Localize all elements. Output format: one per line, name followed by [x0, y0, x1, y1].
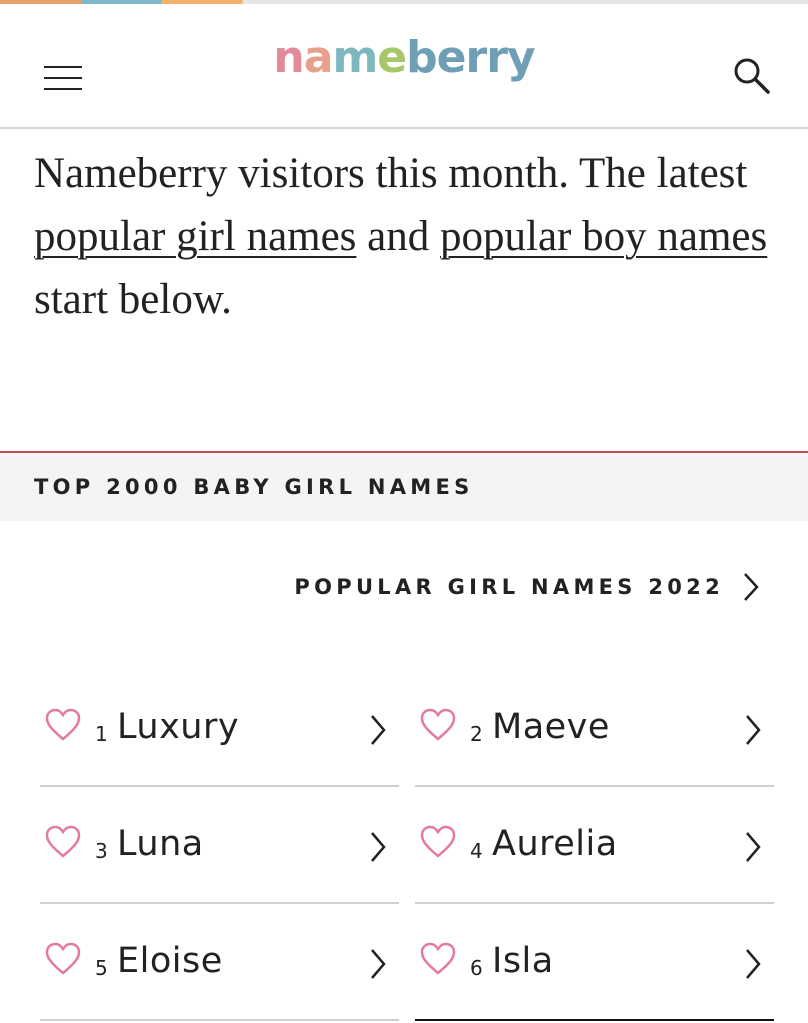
- favorite-button[interactable]: [45, 825, 81, 859]
- menu-button[interactable]: [44, 66, 82, 90]
- name-item[interactable]: 6 Isla: [415, 904, 774, 1021]
- top-strip: [0, 0, 808, 4]
- intro-text-part: start below.: [34, 276, 232, 323]
- logo-text: nameberry: [273, 32, 535, 83]
- name: Eloise: [117, 941, 223, 981]
- chevron: [371, 949, 386, 979]
- search-button[interactable]: [732, 56, 772, 96]
- favorite-button[interactable]: [420, 942, 456, 976]
- favorite-button[interactable]: [420, 825, 456, 859]
- name-item[interactable]: 3 Luna: [40, 787, 399, 904]
- intro-text: Nameberry visitors this month. The lates…: [34, 142, 774, 331]
- chevron: [371, 715, 386, 745]
- name: Luxury: [117, 707, 240, 747]
- chevron: [746, 832, 761, 862]
- girl-names-link[interactable]: popular girl names: [34, 213, 357, 260]
- chevron: [746, 715, 761, 745]
- header: nameberry: [0, 4, 808, 129]
- section-title: TOP 2000 BABY GIRL NAMES: [34, 475, 474, 499]
- names-grid: 1 Luxury 2 Maeve 3 Luna 4 Aurelia 5 Eloise 6 Isla: [40, 670, 774, 1021]
- name-item[interactable]: 5 Eloise: [40, 904, 399, 1021]
- favorite-button[interactable]: [420, 708, 456, 742]
- rank: 2: [470, 722, 483, 746]
- rank: 6: [470, 956, 483, 980]
- chevron: [744, 573, 759, 601]
- rank: 1: [95, 722, 108, 746]
- chevron: [746, 949, 761, 979]
- intro-text-part: Nameberry visitors this month. The lates…: [34, 150, 748, 197]
- more-link[interactable]: POPULAR GIRL NAMES 2022: [294, 572, 760, 602]
- name: Aurelia: [492, 824, 618, 864]
- favorite-button[interactable]: [45, 708, 81, 742]
- logo[interactable]: nameberry: [0, 32, 808, 83]
- intro-text-part: and: [356, 213, 441, 260]
- rank: 5: [95, 956, 108, 980]
- rank: 4: [470, 839, 483, 863]
- name-item[interactable]: 1 Luxury: [40, 670, 399, 787]
- name: Luna: [117, 824, 204, 864]
- more-link-text: POPULAR GIRL NAMES 2022: [294, 575, 724, 599]
- name: Isla: [492, 941, 554, 981]
- name: Maeve: [492, 707, 610, 747]
- boy-names-link[interactable]: popular boy names: [440, 213, 768, 260]
- section-header: TOP 2000 BABY GIRL NAMES: [0, 451, 808, 521]
- chevron: [371, 832, 386, 862]
- favorite-button[interactable]: [45, 942, 81, 976]
- name-item[interactable]: 4 Aurelia: [415, 787, 774, 904]
- rank: 3: [95, 839, 108, 863]
- name-item[interactable]: 2 Maeve: [415, 670, 774, 787]
